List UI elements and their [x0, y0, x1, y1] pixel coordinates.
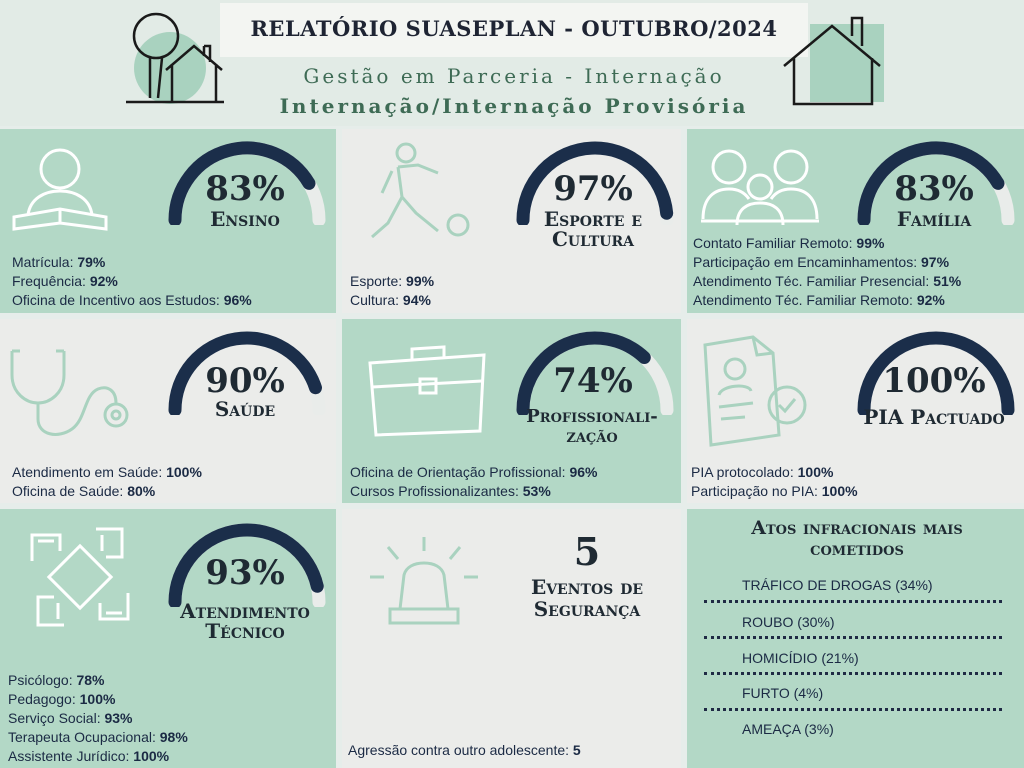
- stethoscope-icon: [10, 349, 129, 436]
- divider: [704, 708, 1002, 711]
- profissionalizacao-category-line1: Profissionali-: [526, 406, 658, 427]
- esporte-gauge: [516, 141, 674, 225]
- seguranca-category-line2: Segurança: [533, 597, 641, 621]
- familia-category: Família: [896, 207, 972, 231]
- profissionalizacao-gauge: [516, 331, 674, 415]
- pia-gauge: [857, 331, 1015, 415]
- gauge-fill: [857, 331, 1015, 415]
- ensino-category: Ensino: [210, 207, 280, 231]
- detail-line: Atendimento Téc. Familiar Remoto: 92%: [693, 292, 945, 308]
- esporte-percent: 97%: [553, 169, 633, 209]
- report-title: RELATÓRIO SUASEPLAN - OUTUBRO/2024: [250, 16, 778, 41]
- gauge-fill: [168, 331, 322, 415]
- atendimento-category-line1: Atendimento: [180, 599, 310, 623]
- detail-line: PIA protocolado: 100%: [691, 464, 834, 480]
- detail-line: Oficina de Orientação Profissional: 96%: [350, 464, 598, 480]
- gauge-fill: [516, 141, 674, 225]
- seguranca-category-line1: Eventos de: [530, 575, 644, 599]
- familia-details: Contato Familiar Remoto: 99% Participaçã…: [693, 234, 961, 310]
- seguranca-details: Agressão contra outro adolescente: 5: [348, 741, 581, 760]
- detail-line: Atendimento Téc. Familiar Presencial: 51…: [693, 273, 962, 289]
- atos-title: Atos infracionais mais cometidos: [690, 518, 1024, 560]
- title-box: [220, 3, 808, 57]
- card-profissionalizacao: 74% Profissionali- zação Oficina de Orie…: [342, 319, 681, 503]
- list-item: TRÁFICO DE DROGAS (34%): [742, 577, 933, 593]
- gauge-fill: [168, 141, 316, 225]
- detail-line: Matrícula: 79%: [12, 254, 106, 270]
- atos-title-line1: Atos infracionais mais: [751, 517, 963, 539]
- atendimento-percent: 93%: [205, 553, 285, 593]
- family-icon: [701, 149, 819, 226]
- detail-line: Psicólogo: 78%: [8, 672, 105, 688]
- detail-line: Agressão contra outro adolescente: 5: [348, 742, 581, 758]
- detail-line: Serviço Social: 93%: [8, 710, 133, 726]
- detail-line: Cultura: 94%: [350, 292, 431, 308]
- house-icon: [783, 16, 884, 106]
- gauge-fill: [168, 523, 324, 607]
- atendimento-category-line2: Técnico: [205, 619, 285, 643]
- card-saude: 90% Saúde Atendimento em Saúde: 100% Ofi…: [0, 319, 336, 503]
- profissionalizacao-percent: 74%: [553, 361, 633, 401]
- familia-percent: 83%: [894, 169, 974, 209]
- divider: [704, 600, 1002, 603]
- detail-line: Atendimento em Saúde: 100%: [12, 464, 202, 480]
- atendimento-details: Psicólogo: 78% Pedagogo: 100% Serviço So…: [8, 671, 188, 766]
- card-familia: 83% Família Contato Familiar Remoto: 99%…: [687, 129, 1024, 313]
- soccer-player-icon: [371, 142, 470, 239]
- report-subtitle-secondary: Internação/Internação Provisória: [279, 94, 749, 118]
- ensino-gauge: [168, 141, 326, 225]
- detail-line: Pedagogo: 100%: [8, 691, 116, 707]
- gauge-fill: [857, 141, 1005, 225]
- detail-line: Esporte: 99%: [350, 273, 435, 289]
- esporte-category-line2: Cultura: [552, 227, 634, 251]
- reading-person-icon: [12, 148, 108, 231]
- saude-gauge: [168, 331, 326, 415]
- list-item: FURTO (4%): [742, 685, 824, 701]
- detail-line: Contato Familiar Remoto: 99%: [693, 235, 885, 251]
- esporte-details: Esporte: 99% Cultura: 94%: [350, 272, 434, 310]
- list-item: AMEAÇA (3%): [742, 721, 834, 737]
- ensino-percent: 83%: [205, 169, 285, 209]
- detail-line: Oficina de Incentivo aos Estudos: 96%: [12, 292, 252, 308]
- detail-line: Participação em Encaminhamentos: 97%: [693, 254, 950, 270]
- card-atendimento-tecnico: 93% Atendimento Técnico Psicólogo: 78% P…: [0, 509, 336, 768]
- card-seguranca: 5 Eventos de Segurança Agressão contra o…: [342, 509, 681, 768]
- profissionalizacao-category-line2: zação: [566, 426, 618, 447]
- ensino-details: Matrícula: 79% Frequência: 92% Oficina d…: [12, 253, 252, 310]
- detail-line: Cursos Profissionalizantes: 53%: [350, 483, 551, 499]
- familia-gauge: [857, 141, 1015, 225]
- detail-line: Participação no PIA: 100%: [691, 483, 858, 499]
- list-item: HOMICÍDIO (21%): [742, 650, 859, 666]
- card-pia: 100% PIA Pactuado PIA protocolado: 100% …: [687, 319, 1024, 503]
- card-ensino: 83% Ensino Matrícula: 79% Frequência: 92…: [0, 129, 336, 313]
- briefcase-icon: [368, 345, 486, 437]
- report-header: RELATÓRIO SUASEPLAN - OUTUBRO/2024 Gestã…: [0, 0, 1024, 126]
- card-esporte-cultura: 97% Esporte e Cultura Esporte: 99% Cultu…: [342, 129, 681, 313]
- saude-details: Atendimento em Saúde: 100% Oficina de Sa…: [12, 463, 202, 501]
- gauge-fill: [516, 331, 651, 415]
- pia-percent: 100%: [882, 361, 986, 401]
- saude-percent: 90%: [205, 361, 285, 401]
- siren-alarm-icon: [370, 537, 478, 625]
- tree-house-icon: [126, 12, 224, 104]
- atendimento-gauge: [168, 523, 326, 607]
- esporte-category-line1: Esporte e: [543, 207, 643, 231]
- pia-details: PIA protocolado: 100% Participação no PI…: [691, 463, 858, 501]
- report-subtitle: Gestão em Parceria - Internação: [303, 64, 725, 88]
- joined-hands-icon: [30, 527, 130, 627]
- divider: [704, 672, 1002, 675]
- detail-line: Terapeuta Ocupacional: 98%: [8, 729, 188, 745]
- saude-category: Saúde: [214, 397, 276, 421]
- atos-title-line2: cometidos: [810, 538, 904, 560]
- detail-line: Assistente Jurídico: 100%: [8, 748, 170, 764]
- profissionalizacao-details: Oficina de Orientação Profissional: 96% …: [350, 463, 597, 501]
- list-item: ROUBO (30%): [742, 614, 835, 630]
- pia-category: PIA Pactuado: [863, 405, 1005, 429]
- detail-line: Frequência: 92%: [12, 273, 118, 289]
- detail-line: Oficina de Saúde: 80%: [12, 483, 156, 499]
- divider: [704, 636, 1002, 639]
- seguranca-count: 5: [573, 529, 601, 574]
- certificate-document-icon: [703, 335, 807, 447]
